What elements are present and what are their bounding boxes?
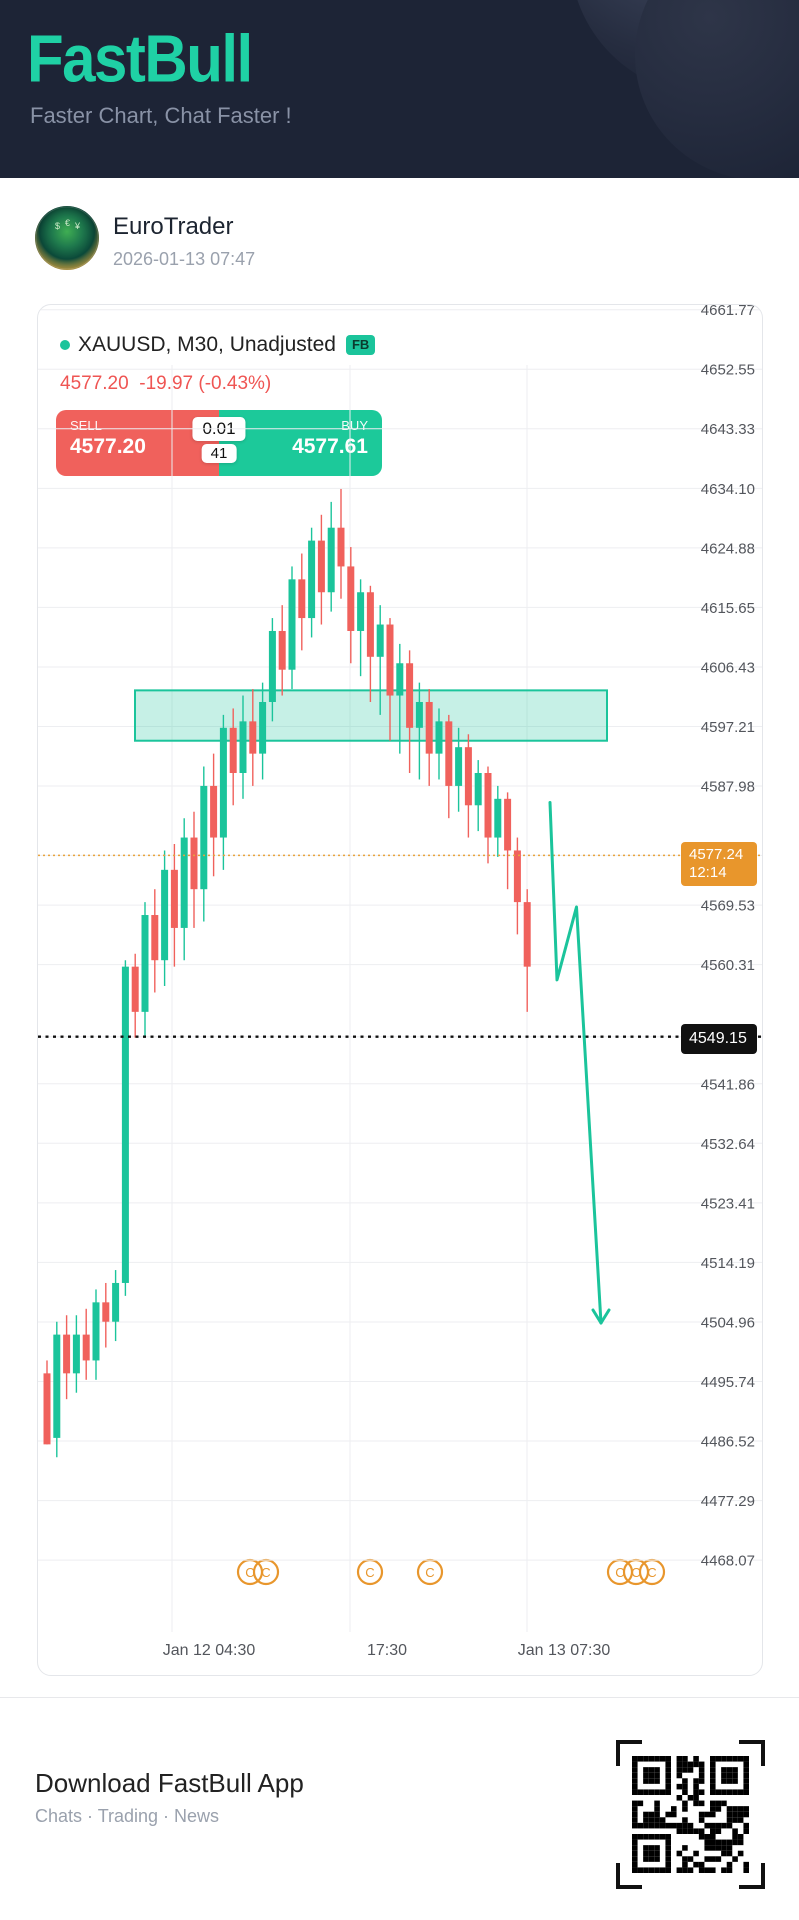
svg-text:€: €	[65, 218, 70, 228]
svg-text:¥: ¥	[74, 221, 81, 231]
svg-text:4532.64: 4532.64	[701, 1136, 755, 1153]
svg-text:4523.41: 4523.41	[701, 1195, 755, 1212]
svg-text:C: C	[261, 1565, 270, 1580]
svg-text:4597.21: 4597.21	[701, 719, 755, 736]
svg-text:4569.53: 4569.53	[701, 898, 755, 915]
svg-text:4587.98: 4587.98	[701, 779, 755, 796]
svg-text:4643.33: 4643.33	[701, 421, 755, 438]
svg-text:4514.19: 4514.19	[701, 1255, 755, 1272]
svg-text:4560.31: 4560.31	[701, 957, 755, 974]
svg-text:4486.52: 4486.52	[701, 1434, 755, 1451]
svg-text:4634.10: 4634.10	[701, 481, 755, 498]
svg-text:4541.86: 4541.86	[701, 1076, 755, 1093]
svg-text:C: C	[425, 1565, 434, 1580]
svg-text:4495.74: 4495.74	[701, 1374, 755, 1391]
svg-text:4652.55: 4652.55	[701, 362, 755, 379]
svg-text:4468.07: 4468.07	[701, 1553, 755, 1570]
svg-text:4606.43: 4606.43	[701, 659, 755, 676]
svg-text:C: C	[365, 1565, 374, 1580]
svg-text:$: $	[55, 221, 60, 231]
svg-text:4477.29: 4477.29	[701, 1493, 755, 1510]
svg-text:4661.77: 4661.77	[701, 304, 755, 319]
svg-text:4624.88: 4624.88	[701, 540, 755, 557]
svg-text:4504.96: 4504.96	[701, 1314, 755, 1331]
svg-text:C: C	[647, 1565, 656, 1580]
svg-text:4615.65: 4615.65	[701, 600, 755, 617]
